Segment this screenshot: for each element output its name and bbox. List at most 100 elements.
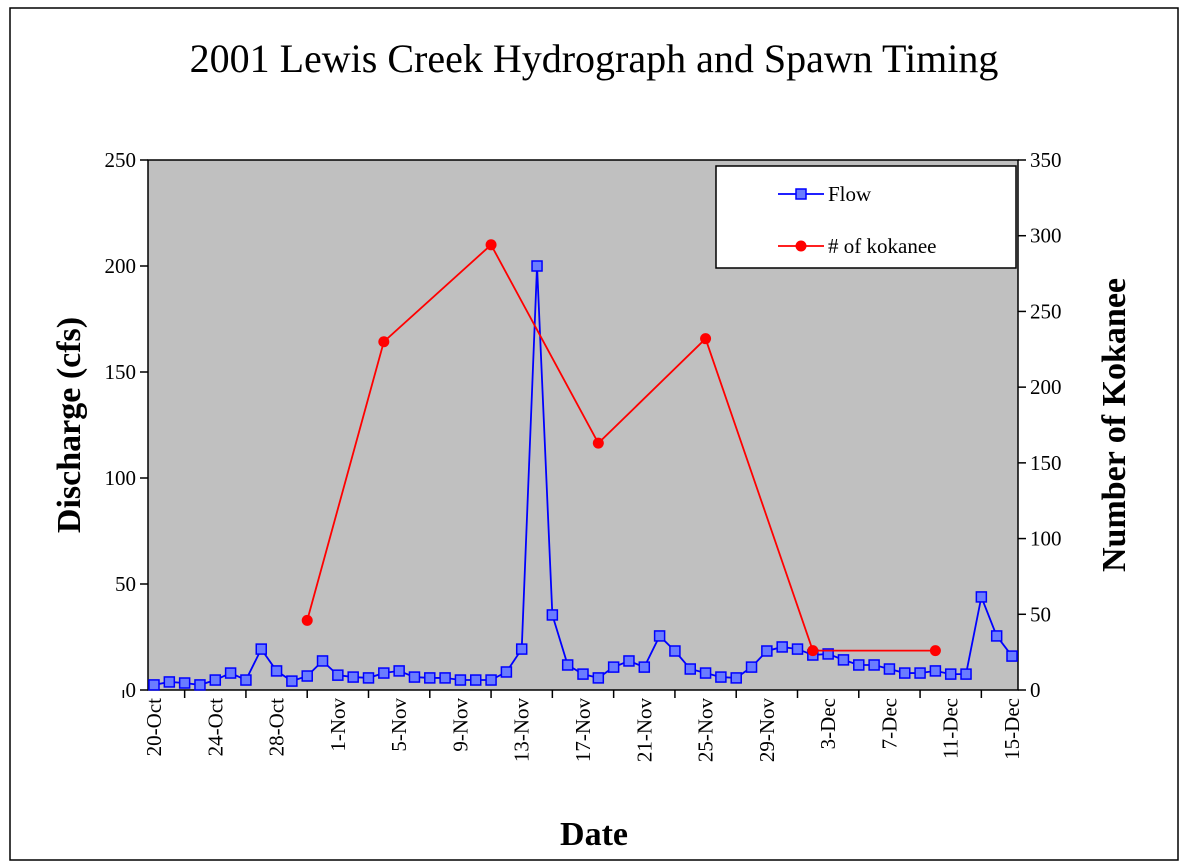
y-tick-label: 100 [105,466,137,490]
y2-tick-label: 150 [1030,451,1062,475]
flow-marker [822,648,834,660]
flow-marker [546,609,559,621]
flow-marker [975,591,988,603]
y-tick-label: 200 [105,254,137,278]
y2-tick-label: 350 [1030,148,1062,172]
flow-marker [914,667,926,679]
kokanee-marker [301,614,313,626]
flow-marker [424,672,436,684]
flow-marker [485,674,497,686]
flow-marker [715,671,727,683]
y-tick-label: 150 [105,360,137,384]
flow-marker [224,667,237,679]
flow-marker [607,661,620,673]
y2-tick-label: 250 [1030,299,1062,323]
kokanee-marker [700,333,712,345]
flow-marker [347,671,359,683]
flow-marker [408,671,421,683]
flow-marker [240,674,252,686]
legend-label: # of kokanee [828,234,936,258]
flow-marker [270,665,283,677]
x-tick-label: 9-Nov [448,698,472,752]
flow-marker [286,675,298,687]
x-tick-label: 29-Nov [755,698,779,763]
flow-marker [439,672,451,684]
flow-marker [853,659,865,671]
x-tick-label: 21-Nov [632,698,656,763]
flow-marker [623,655,635,667]
flow-marker [868,659,880,671]
flow-marker [1006,650,1018,662]
x-tick-label: 15-Dec [1000,698,1024,760]
flow-marker [454,674,467,686]
flow-marker [378,667,390,679]
x-tick-label: 3-Dec [816,698,840,749]
legend-label: Flow [828,182,872,206]
flow-marker [209,674,222,686]
y2-tick-label: 0 [1030,678,1041,702]
x-tick-label: 1-Nov [326,698,350,752]
x-tick-label: 13-Nov [510,698,534,763]
flow-marker [776,641,788,653]
flow-marker [653,630,666,642]
legend-box [715,165,1017,269]
flow-marker [561,659,574,671]
legend-marker [795,188,807,200]
x-tick-label: 28-Oct [265,698,289,756]
flow-marker [699,667,712,679]
kokanee-marker [592,437,604,449]
x-tick-label: 17-Nov [571,698,595,763]
y2-tick-label: 100 [1030,527,1062,551]
flow-marker [332,669,344,681]
x-tick-label: 25-Nov [694,698,718,763]
flow-marker [163,676,176,688]
flow-marker [592,672,605,684]
kokanee-marker [378,336,390,348]
flow-marker [194,679,206,691]
flow-marker [362,672,375,684]
x-tick-label: 24-Oct [203,698,227,756]
x-tick-label: 5-Nov [387,698,411,752]
chart-title: 2001 Lewis Creek Hydrograph and Spawn Ti… [190,36,999,81]
y-tick-label: 50 [115,572,136,596]
flow-marker [255,643,267,655]
flow-marker [393,665,405,677]
flow-marker [929,665,942,677]
x-axis-label: Date [560,816,628,853]
y2-tick-label: 200 [1030,375,1062,399]
y-axis-label: Discharge (cfs) [51,317,88,533]
flow-marker [301,670,313,682]
flow-marker [470,674,482,686]
flow-marker [899,667,911,679]
flow-marker [500,666,513,678]
flow-marker [730,672,742,684]
y2-tick-label: 50 [1030,602,1051,626]
kokanee-marker [485,239,497,251]
flow-marker [515,643,528,655]
flow-marker [761,645,773,657]
flow-marker [684,663,696,675]
x-tick-label: 7-Dec [877,698,901,749]
y2-tick-label: 300 [1030,224,1062,248]
flow-marker [148,679,160,691]
kokanee-marker [929,645,941,657]
y-tick-label: 250 [105,148,137,172]
y-tick-label: 0 [126,678,137,702]
flow-marker [944,668,957,680]
flow-marker [638,661,651,673]
flow-marker [791,643,804,655]
flow-marker [960,668,972,680]
flow-marker [577,668,589,680]
x-tick-label: 20-Oct [142,698,166,756]
y2-axis-label: Number of Kokanee [1096,278,1133,572]
flow-marker [837,654,850,666]
flow-marker [531,260,543,272]
kokanee-marker [807,645,819,657]
flow-marker [669,645,681,657]
flow-marker [990,630,1003,642]
flow-marker [883,663,896,675]
flow-marker [745,661,758,673]
legend-marker [795,240,807,252]
x-tick-label: 11-Dec [939,698,963,759]
